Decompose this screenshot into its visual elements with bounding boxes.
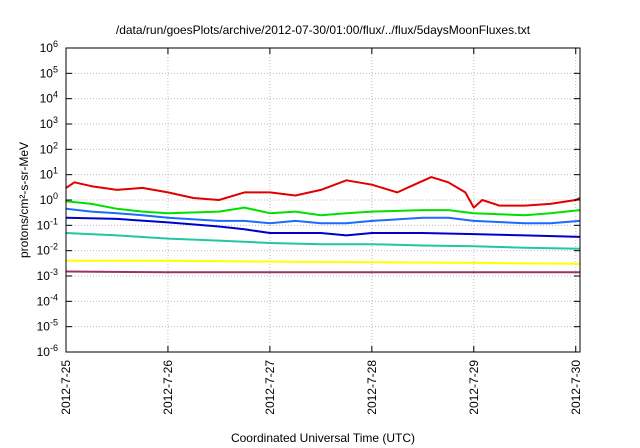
- y-tick-label: 10-6: [37, 343, 58, 359]
- y-tick-label: 10-3: [37, 267, 58, 283]
- y-axis-label: protons/cm²-s-sr-MeV: [17, 142, 31, 258]
- plot-area: [65, 176, 581, 274]
- series-line-5: [65, 232, 581, 250]
- x-axis: 2012-7-25 2012-7-26 2012-7-27 2012-7-28 2012…: [59, 48, 583, 415]
- series-line-6: [66, 259, 581, 265]
- y-axis: 10-6 10-5 10-4 10-3 10-2 10-1 100 101 102 103 104 1…: [37, 39, 580, 359]
- series-line-3: [65, 207, 581, 225]
- y-tick-label: 104: [40, 90, 58, 106]
- y-tick-label: 101: [40, 166, 58, 182]
- x-tick-label: 2012-7-29: [467, 360, 481, 415]
- y-tick-label: 102: [40, 140, 58, 156]
- x-axis-label: Coordinated Universal Time (UTC): [231, 431, 415, 445]
- y-tick-label: 10-5: [37, 318, 58, 334]
- chart-title: /data/run/goesPlots/archive/2012-07-30/0…: [116, 23, 531, 37]
- x-tick-label: 2012-7-25: [59, 360, 73, 415]
- x-tick-label: 2012-7-30: [569, 360, 583, 415]
- x-tick-label: 2012-7-28: [365, 360, 379, 415]
- y-tick-label: 10-2: [37, 242, 58, 258]
- y-tick-label: 106: [40, 39, 58, 55]
- series-line-7: [65, 270, 580, 274]
- y-tick-label: 103: [40, 115, 58, 131]
- x-tick-label: 2012-7-27: [263, 360, 277, 415]
- x-tick-label: 2012-7-26: [161, 360, 175, 415]
- y-tick-label: 10-4: [37, 292, 58, 308]
- series-line-2: [65, 200, 581, 217]
- y-tick-label: 100: [40, 191, 58, 207]
- grid: [65, 47, 580, 353]
- y-tick-label: 105: [40, 64, 58, 80]
- series-line-4: [65, 216, 581, 238]
- series-line-1: [65, 176, 581, 209]
- y-tick-label: 10-1: [37, 216, 58, 232]
- plot-frame: [65, 47, 581, 353]
